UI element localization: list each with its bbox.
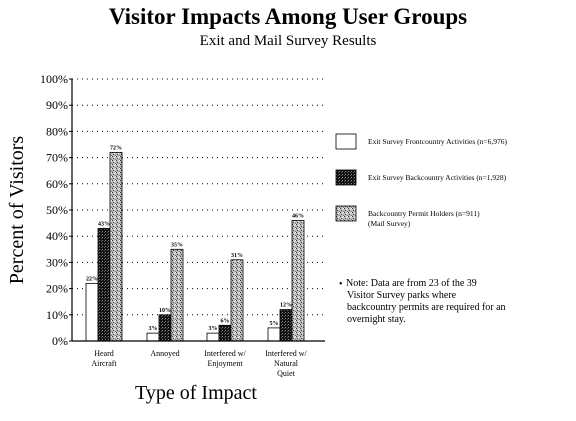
bar bbox=[146, 332, 160, 342]
data-label: 3% bbox=[209, 326, 218, 332]
data-label: 43% bbox=[98, 221, 110, 227]
bar bbox=[279, 309, 293, 342]
y-tick-label: 30% bbox=[46, 255, 68, 269]
legend-swatch bbox=[335, 169, 357, 186]
bar bbox=[206, 332, 220, 342]
chart-title: Visitor Impacts Among User Groups bbox=[108, 4, 468, 29]
bar bbox=[170, 248, 184, 342]
legend-label: Exit Survey Backcountry Activities (n=1,… bbox=[368, 173, 507, 182]
bar bbox=[267, 327, 281, 342]
data-label: 46% bbox=[292, 213, 304, 219]
note-line: backcountry permits are required for an bbox=[347, 302, 506, 313]
data-label: 5% bbox=[270, 321, 279, 327]
category-label: Heard Aircraft bbox=[91, 349, 117, 368]
x-axis-label: Type of Impact bbox=[135, 382, 257, 404]
bar bbox=[109, 151, 123, 342]
data-label: 3% bbox=[149, 326, 158, 332]
legend: Exit Survey Frontcountry Activities (n=6… bbox=[335, 133, 508, 228]
data-label: 10% bbox=[159, 308, 171, 314]
legend-label: Backcountry Permit Holders (n=911) bbox=[368, 209, 480, 218]
category-label: Interfered w/Enjoyment bbox=[204, 349, 246, 368]
chart-subtitle: Exit and Mail Survey Results bbox=[199, 33, 377, 49]
y-tick-label: 80% bbox=[46, 124, 68, 138]
y-tick-label: 0% bbox=[52, 334, 68, 348]
y-tick-label: 20% bbox=[46, 282, 68, 296]
y-axis-label: Percent of Visitors bbox=[6, 136, 28, 285]
note-bullet: • bbox=[339, 279, 343, 290]
note-line: Visitor Survey parks where bbox=[347, 290, 457, 301]
legend-label-line2: (Mail Survey) bbox=[368, 219, 411, 228]
data-label: 6% bbox=[221, 318, 230, 324]
y-tick-label: 50% bbox=[46, 203, 68, 217]
y-tick-label: 10% bbox=[46, 308, 68, 322]
bar bbox=[230, 259, 244, 342]
note: • Note: Data are from 23 of the 39Visitor… bbox=[339, 278, 506, 325]
bar bbox=[97, 227, 111, 342]
bar bbox=[85, 282, 99, 342]
y-tick-label: 60% bbox=[46, 177, 68, 191]
category-label: Annoyed bbox=[150, 349, 179, 358]
note-line: overnight stay. bbox=[347, 314, 406, 325]
note-line: Note: Data are from 23 of the 39 bbox=[346, 278, 477, 289]
data-label: 72% bbox=[110, 145, 122, 151]
y-tick-label: 100% bbox=[40, 72, 68, 86]
data-label: 22% bbox=[86, 276, 98, 282]
data-label: 35% bbox=[171, 242, 183, 248]
y-tick-label: 40% bbox=[46, 229, 68, 243]
y-tick-label: 90% bbox=[46, 98, 68, 112]
bar bbox=[158, 314, 172, 342]
data-label: 12% bbox=[280, 303, 292, 309]
legend-swatch bbox=[335, 205, 357, 222]
data-label: 31% bbox=[231, 253, 243, 259]
bar bbox=[291, 220, 305, 342]
legend-label: Exit Survey Frontcountry Activities (n=6… bbox=[368, 137, 508, 146]
bar bbox=[218, 324, 232, 342]
category-label: Interfered w/Natural Quiet bbox=[265, 349, 307, 378]
y-tick-label: 70% bbox=[46, 151, 68, 165]
legend-swatch bbox=[335, 133, 357, 150]
